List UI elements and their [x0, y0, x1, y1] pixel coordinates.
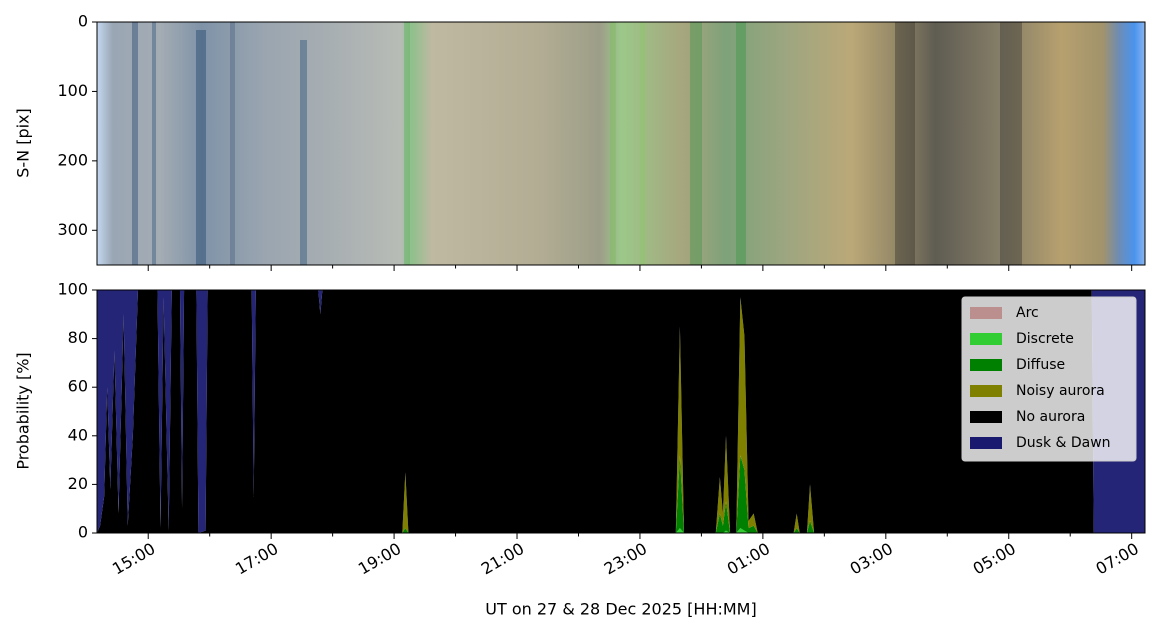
- legend-swatch: [970, 385, 1002, 397]
- keogram-streaks: [132, 22, 1022, 265]
- legend-label: Discrete: [1016, 331, 1074, 347]
- legend-swatch: [970, 359, 1002, 371]
- keogram-image: [97, 22, 1145, 265]
- top-y-label: S-N [pix]: [14, 108, 33, 178]
- x-tick-label: 03:00: [847, 539, 896, 579]
- x-tick-label: 05:00: [970, 539, 1019, 579]
- y-tick-label: 80: [68, 328, 88, 347]
- y-tick-label: 60: [68, 377, 88, 396]
- x-tick-label: 17:00: [232, 539, 281, 579]
- y-tick-label: 0: [78, 12, 88, 31]
- x-tick-label: 15:00: [109, 539, 158, 579]
- x-axis-label: UT on 27 & 28 Dec 2025 [HH:MM]: [485, 600, 756, 619]
- x-tick-label: 23:00: [601, 539, 650, 579]
- y-tick-label: 200: [57, 150, 88, 169]
- legend-swatch: [970, 307, 1002, 319]
- area-5: [97, 290, 1145, 533]
- legend-label: Noisy aurora: [1016, 383, 1105, 399]
- y-tick-label: 100: [57, 280, 88, 299]
- x-tick-label: 21:00: [478, 539, 527, 579]
- y-tick-label: 40: [68, 425, 88, 444]
- legend-swatch: [970, 411, 1002, 423]
- area-4: [97, 290, 1145, 533]
- bottom-y-label: Probability [%]: [14, 352, 33, 469]
- x-tick-label: 07:00: [1093, 539, 1142, 579]
- y-tick-label: 100: [57, 81, 88, 100]
- legend-label: Diffuse: [1016, 357, 1065, 373]
- x-tick-label: 19:00: [355, 539, 404, 579]
- legend-swatch: [970, 437, 1002, 449]
- legend-label: Dusk & Dawn: [1016, 435, 1111, 451]
- y-tick-label: 20: [68, 474, 88, 493]
- y-tick-label: 0: [78, 523, 88, 542]
- legend-label: No aurora: [1016, 409, 1085, 425]
- legend-box: [961, 296, 1137, 462]
- x-tick-label: 01:00: [724, 539, 773, 579]
- top-axes-frame: [96, 21, 1146, 266]
- legend-swatch: [970, 333, 1002, 345]
- bottom-axes-frame: [96, 289, 1146, 534]
- legend-label: Arc: [1016, 305, 1039, 321]
- y-tick-label: 300: [57, 220, 88, 239]
